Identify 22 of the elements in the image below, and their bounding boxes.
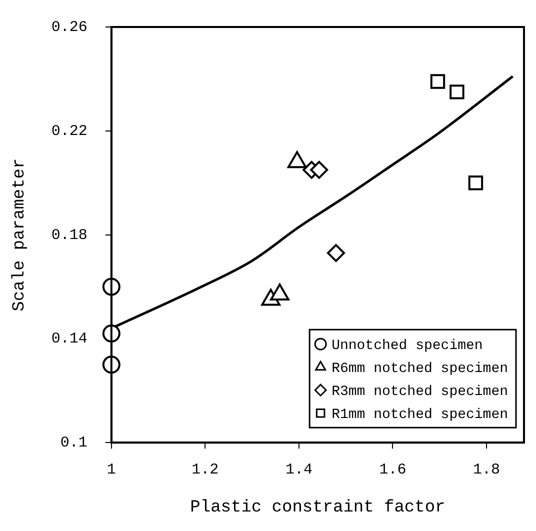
y-tick-label: 0.18 [51, 226, 88, 244]
y-tick-label: 0.14 [51, 330, 88, 348]
x-tick-label: 1.6 [379, 462, 406, 479]
point [326, 244, 345, 262]
y-axis-title: Scale parameter [10, 158, 30, 312]
x-tick-label: 1.4 [285, 462, 312, 479]
point [450, 84, 464, 100]
y-tick-label: 0.1 [60, 434, 88, 452]
point [430, 74, 446, 89]
point [468, 175, 484, 190]
legend-label: R3mm notched specimen [332, 384, 508, 400]
x-tick-label: 1.8 [472, 462, 500, 479]
legend-label: Unnotched specimen [332, 338, 483, 354]
legend-label: R6mm notched specimen [332, 360, 508, 377]
x-tick-label: 1 [106, 462, 116, 479]
legend-label: R1mm notched specimen [332, 406, 508, 423]
y-tick-label: 0.22 [51, 122, 88, 140]
point [310, 160, 328, 179]
x-axis-title: Plastic constraint factor [190, 498, 446, 518]
y-tick-label: 0.26 [51, 18, 88, 36]
x-tick-label: 1.2 [192, 462, 219, 479]
point [102, 324, 120, 343]
